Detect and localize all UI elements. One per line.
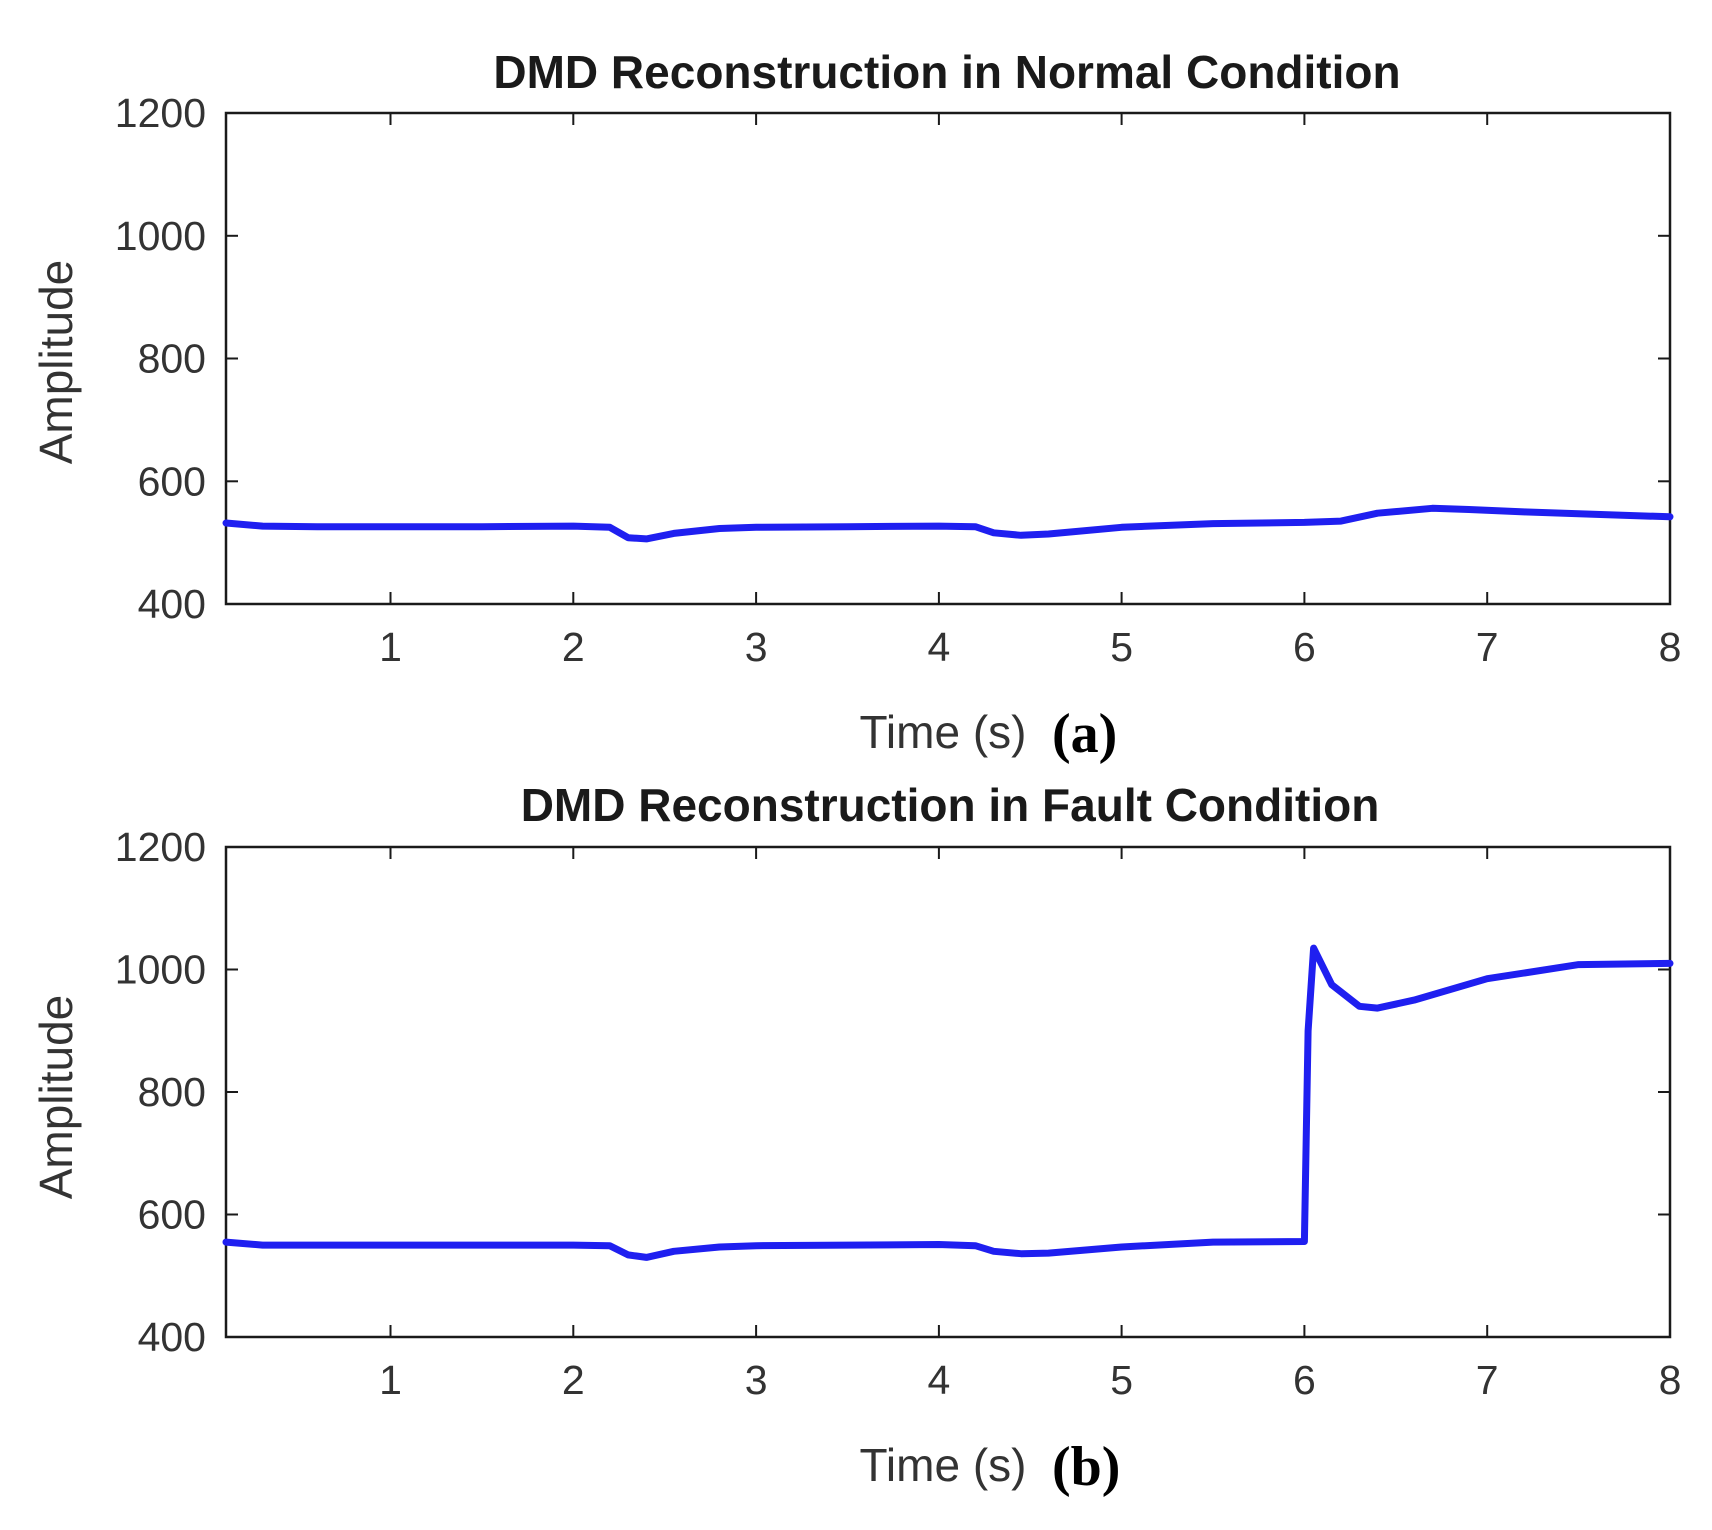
y-axis-label: Amplitude xyxy=(30,260,82,465)
series-layer xyxy=(222,504,1674,543)
chart-title: DMD Reconstruction in Fault Condition xyxy=(521,779,1380,831)
x-tick-label: 2 xyxy=(562,624,585,670)
x-tick-label: 6 xyxy=(1293,1357,1316,1403)
y-tick-label: 800 xyxy=(138,1069,206,1115)
x-tick-label: 4 xyxy=(927,624,950,670)
x-tick-labels: 1 2 3 4 5 6 7 8 xyxy=(379,624,1681,670)
x-tick-label: 1 xyxy=(379,1357,402,1403)
x-tick-label: 8 xyxy=(1659,1357,1682,1403)
plot-area xyxy=(224,111,1672,606)
y-tick-label: 1000 xyxy=(115,947,206,993)
y-tick-label: 1200 xyxy=(115,90,206,136)
chart-title: DMD Reconstruction in Normal Condition xyxy=(493,46,1400,98)
series-line xyxy=(222,944,1674,1261)
series-line xyxy=(222,504,1674,543)
x-tick-label: 5 xyxy=(1110,1357,1133,1403)
y-tick-label: 400 xyxy=(138,1314,206,1360)
x-tick-label: 8 xyxy=(1659,624,1682,670)
y-tick-label: 600 xyxy=(138,458,206,504)
x-tick-label: 6 xyxy=(1293,624,1316,670)
x-axis-label: Time (s) xyxy=(860,706,1027,758)
y-tick-label: 400 xyxy=(138,581,206,627)
tick-marks xyxy=(226,846,1671,1338)
y-tick-labels: 400 600 800 1000 1200 xyxy=(115,824,206,1360)
tick-marks xyxy=(226,112,1671,605)
chart-panel-b: DMD Reconstruction in Fault Condition 40… xyxy=(30,779,1681,1498)
series-layer xyxy=(222,944,1674,1261)
chart-panel-a: DMD Reconstruction in Normal Condition 4… xyxy=(30,46,1681,765)
x-axis-label: Time (s) xyxy=(860,1439,1027,1491)
x-tick-label: 3 xyxy=(745,1357,768,1403)
y-tick-label: 1200 xyxy=(115,824,206,870)
x-tick-label: 7 xyxy=(1476,1357,1499,1403)
plot-area xyxy=(224,845,1672,1339)
y-axis-label: Amplitude xyxy=(30,995,82,1200)
panel-label: (a) xyxy=(1052,703,1117,765)
x-tick-label: 5 xyxy=(1110,624,1133,670)
x-tick-label: 3 xyxy=(745,624,768,670)
x-tick-labels: 1 2 3 4 5 6 7 8 xyxy=(379,1357,1681,1403)
y-tick-label: 600 xyxy=(138,1192,206,1238)
y-tick-label: 800 xyxy=(138,336,206,382)
x-tick-label: 1 xyxy=(379,624,402,670)
x-tick-label: 4 xyxy=(927,1357,950,1403)
x-tick-label: 7 xyxy=(1476,624,1499,670)
y-tick-labels: 400 600 800 1000 1200 xyxy=(115,90,206,627)
panel-label: (b) xyxy=(1052,1436,1120,1498)
x-tick-label: 2 xyxy=(562,1357,585,1403)
y-tick-label: 1000 xyxy=(115,213,206,259)
